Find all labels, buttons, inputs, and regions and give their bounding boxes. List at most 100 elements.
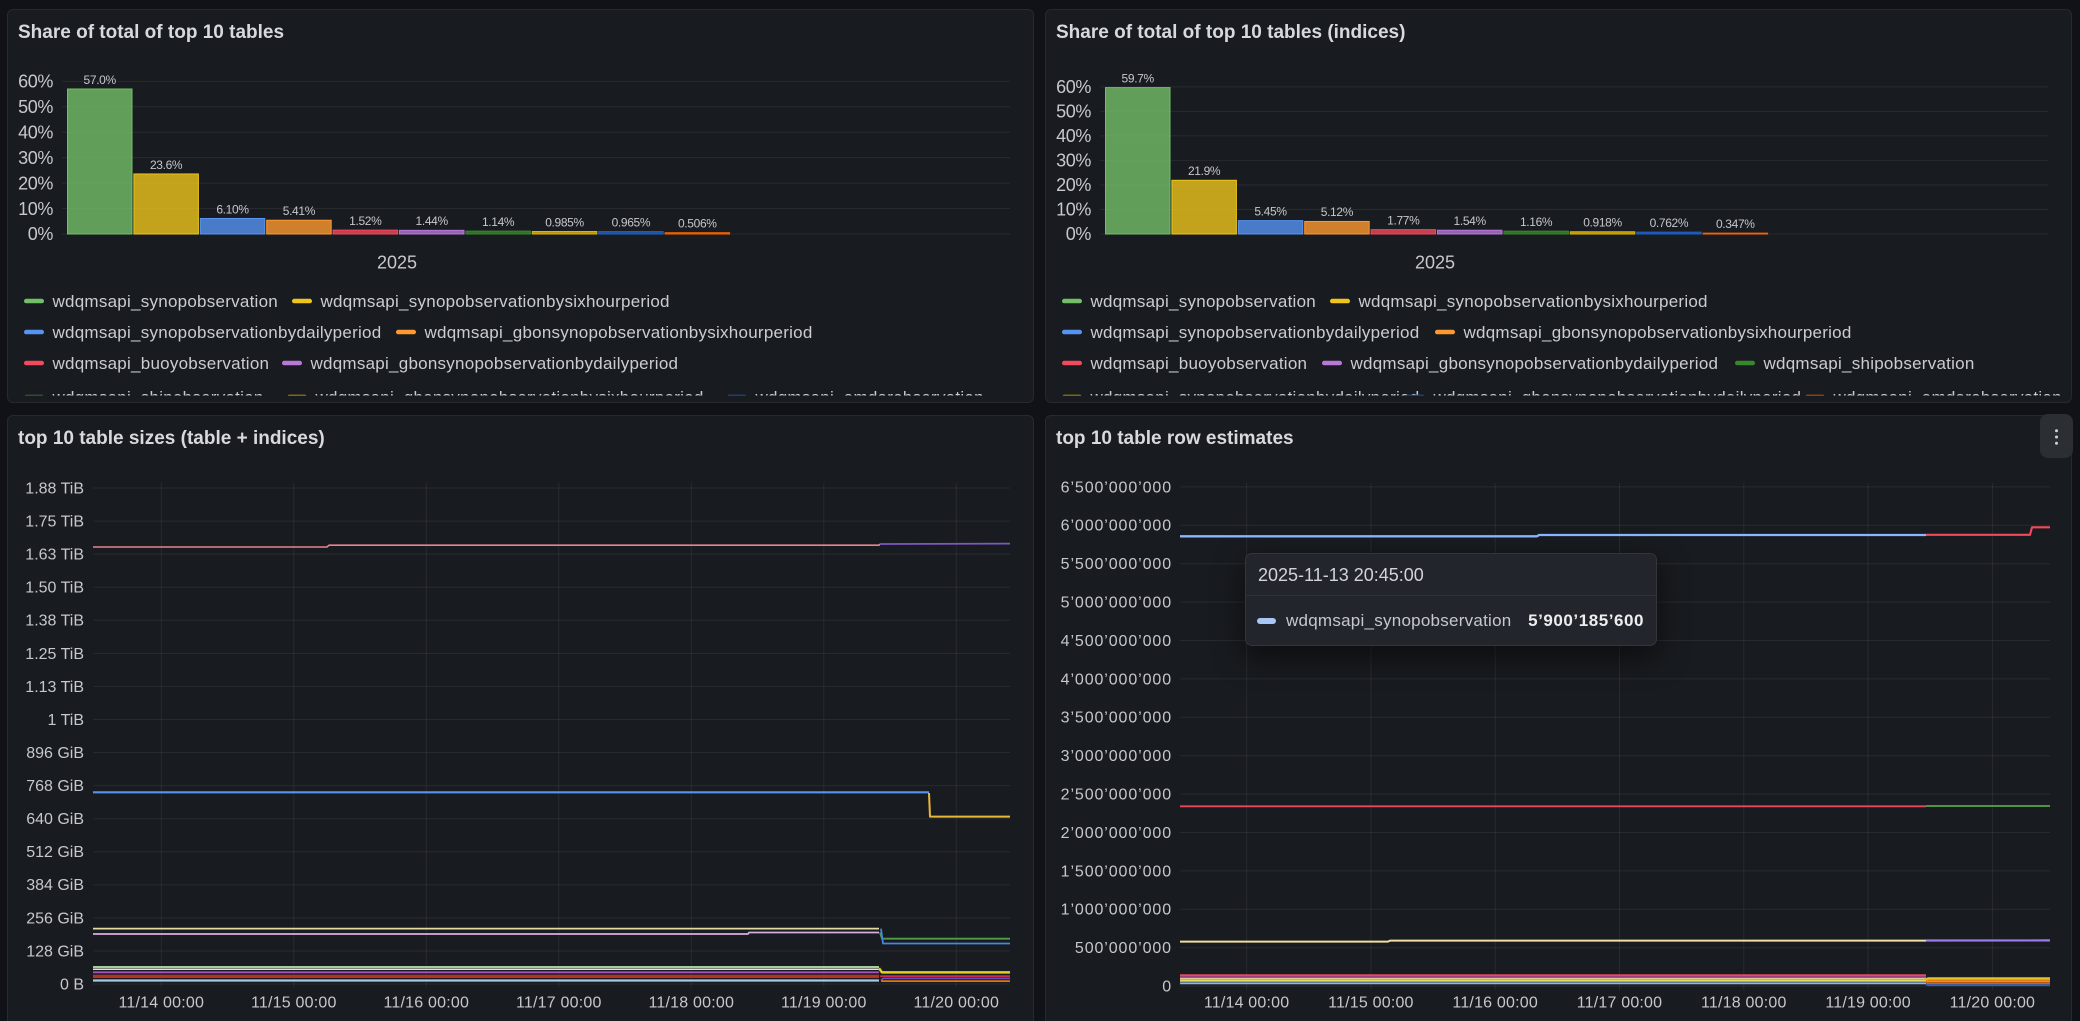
svg-text:11/16 00:00: 11/16 00:00 — [1452, 995, 1538, 1012]
svg-text:11/18 00:00: 11/18 00:00 — [1701, 995, 1787, 1012]
svg-text:wdqmsapi_synopobservationbydai: wdqmsapi_synopobservationbydailyperiod — [1090, 323, 1420, 342]
svg-text:11/18 00:00: 11/18 00:00 — [649, 995, 735, 1012]
svg-text:21.9%: 21.9% — [1188, 164, 1221, 178]
svg-text:128 GiB: 128 GiB — [26, 943, 84, 960]
svg-text:wdqmsapi_buoyobservation: wdqmsapi_buoyobservation — [1090, 354, 1308, 373]
svg-text:768 GiB: 768 GiB — [26, 778, 84, 795]
svg-text:256 GiB: 256 GiB — [26, 910, 84, 927]
svg-text:5.41%: 5.41% — [283, 204, 316, 218]
svg-text:1.44%: 1.44% — [416, 214, 449, 228]
svg-text:30%: 30% — [18, 148, 53, 168]
svg-text:40%: 40% — [18, 122, 53, 142]
svg-text:20%: 20% — [1056, 175, 1091, 195]
svg-text:0.965%: 0.965% — [612, 215, 651, 229]
svg-text:5’500’000’000: 5’500’000’000 — [1061, 556, 1172, 573]
svg-text:11/19 00:00: 11/19 00:00 — [781, 995, 867, 1012]
svg-text:1.50 TiB: 1.50 TiB — [25, 580, 84, 597]
svg-text:wdqmsapi_buoyobservation: wdqmsapi_buoyobservation — [52, 354, 270, 373]
svg-text:0.918%: 0.918% — [1583, 216, 1622, 230]
svg-text:30%: 30% — [1056, 151, 1091, 171]
svg-text:wdqmsapi_synopobservationbysix: wdqmsapi_synopobservationbysixhourperiod — [1358, 292, 1708, 311]
svg-text:1.14%: 1.14% — [482, 215, 515, 229]
svg-text:Share of total of top 10 table: Share of total of top 10 tables (indices… — [1056, 22, 1405, 43]
svg-text:wdqmsapi_synopobservationbydai: wdqmsapi_synopobservationbydailyperiod — [1090, 388, 1420, 407]
svg-text:5.45%: 5.45% — [1254, 204, 1287, 218]
svg-text:11/17 00:00: 11/17 00:00 — [1577, 995, 1663, 1012]
svg-text:11/20 00:00: 11/20 00:00 — [914, 995, 1000, 1012]
svg-text:1.77%: 1.77% — [1387, 213, 1420, 227]
svg-text:2025: 2025 — [1415, 253, 1455, 273]
svg-text:wdqmsapi_gbonsynopobservationb: wdqmsapi_gbonsynopobservationbydailyperi… — [1350, 354, 1719, 373]
svg-text:1.13 TiB: 1.13 TiB — [25, 679, 84, 696]
svg-text:23.6%: 23.6% — [150, 158, 183, 172]
svg-text:1.88 TiB: 1.88 TiB — [25, 480, 84, 497]
svg-text:11/20 00:00: 11/20 00:00 — [1950, 995, 2036, 1012]
svg-text:896 GiB: 896 GiB — [26, 745, 84, 762]
svg-text:50%: 50% — [18, 97, 53, 117]
svg-text:1.52%: 1.52% — [349, 214, 382, 228]
svg-text:2’000’000’000: 2’000’000’000 — [1061, 825, 1172, 842]
svg-text:640 GiB: 640 GiB — [26, 811, 84, 828]
svg-text:wdqmsapi_gbonsynopobservationb: wdqmsapi_gbonsynopobservationbydailyperi… — [1433, 388, 1802, 407]
svg-text:11/15 00:00: 11/15 00:00 — [1328, 995, 1414, 1012]
svg-text:0: 0 — [1162, 979, 1172, 996]
svg-text:57.0%: 57.0% — [84, 73, 117, 87]
svg-text:wdqmsapi_gbonsynopobservationb: wdqmsapi_gbonsynopobservationbysixhourpe… — [424, 323, 813, 342]
svg-text:1’000’000’000: 1’000’000’000 — [1061, 902, 1172, 919]
svg-text:10%: 10% — [18, 199, 53, 219]
svg-text:20%: 20% — [18, 173, 53, 193]
svg-text:1.54%: 1.54% — [1454, 214, 1487, 228]
svg-text:6’000’000’000: 6’000’000’000 — [1061, 518, 1172, 535]
svg-text:3’000’000’000: 3’000’000’000 — [1061, 748, 1172, 765]
svg-text:wdqmsapi_gbonsynopobservationb: wdqmsapi_gbonsynopobservationbydailyperi… — [310, 354, 679, 373]
svg-text:50%: 50% — [1056, 102, 1091, 122]
svg-text:11/15 00:00: 11/15 00:00 — [251, 995, 337, 1012]
svg-text:wdqmsapi_shipobservation: wdqmsapi_shipobservation — [1763, 354, 1975, 373]
svg-text:4’500’000’000: 4’500’000’000 — [1061, 633, 1172, 650]
svg-text:1.38 TiB: 1.38 TiB — [25, 613, 84, 630]
svg-text:wdqmsapi_amdarobservation: wdqmsapi_amdarobservation — [1833, 388, 2062, 407]
svg-text:1.63 TiB: 1.63 TiB — [25, 547, 84, 564]
svg-text:6.10%: 6.10% — [216, 202, 249, 216]
svg-text:2’500’000’000: 2’500’000’000 — [1061, 787, 1172, 804]
svg-text:wdqmsapi_synopobservationbydai: wdqmsapi_synopobservationbydailyperiod — [52, 323, 382, 342]
svg-text:0.506%: 0.506% — [678, 217, 717, 231]
svg-text:wdqmsapi_gbonsynopobservationb: wdqmsapi_gbonsynopobservationbysixhourpe… — [1463, 323, 1852, 342]
svg-text:wdqmsapi_synopobservation: wdqmsapi_synopobservation — [1090, 292, 1317, 311]
svg-text:1’500’000’000: 1’500’000’000 — [1061, 863, 1172, 880]
svg-text:wdqmsapi_synopobservationbysix: wdqmsapi_synopobservationbysixhourperiod — [320, 292, 670, 311]
svg-text:0.347%: 0.347% — [1716, 217, 1755, 231]
svg-text:2025: 2025 — [377, 253, 417, 273]
svg-text:0.762%: 0.762% — [1650, 216, 1689, 230]
svg-text:11/16 00:00: 11/16 00:00 — [384, 995, 470, 1012]
svg-text:10%: 10% — [1056, 200, 1091, 220]
svg-text:11/14 00:00: 11/14 00:00 — [119, 995, 205, 1012]
svg-text:wdqmsapi_gbonsynopobservationb: wdqmsapi_gbonsynopobservationbysixhourpe… — [315, 388, 704, 407]
svg-text:11/14 00:00: 11/14 00:00 — [1204, 995, 1290, 1012]
svg-text:60%: 60% — [18, 72, 53, 92]
svg-text:Share of total of top 10 table: Share of total of top 10 tables — [18, 22, 284, 43]
svg-text:wdqmsapi_amdarobservation: wdqmsapi_amdarobservation — [755, 388, 984, 407]
svg-text:59.7%: 59.7% — [1122, 71, 1155, 85]
svg-text:11/17 00:00: 11/17 00:00 — [516, 995, 602, 1012]
svg-text:11/19 00:00: 11/19 00:00 — [1825, 995, 1911, 1012]
svg-text:wdqmsapi_synopobservation: wdqmsapi_synopobservation — [52, 292, 279, 311]
svg-text:top 10 table sizes (table + in: top 10 table sizes (table + indices) — [18, 428, 325, 449]
svg-text:6’500’000’000: 6’500’000’000 — [1061, 479, 1172, 496]
svg-text:3’500’000’000: 3’500’000’000 — [1061, 710, 1172, 727]
svg-text:1 TiB: 1 TiB — [48, 712, 84, 729]
svg-text:0%: 0% — [28, 224, 54, 244]
svg-text:500’000’000: 500’000’000 — [1075, 940, 1172, 957]
svg-text:512 GiB: 512 GiB — [26, 844, 84, 861]
svg-text:1.75 TiB: 1.75 TiB — [25, 513, 84, 530]
svg-text:5.12%: 5.12% — [1321, 205, 1354, 219]
svg-text:0 B: 0 B — [60, 976, 84, 993]
svg-text:1.16%: 1.16% — [1520, 215, 1553, 229]
svg-text:0%: 0% — [1066, 224, 1092, 244]
svg-text:60%: 60% — [1056, 77, 1091, 97]
svg-text:wdqmsapi_shipobservation: wdqmsapi_shipobservation — [52, 388, 264, 407]
svg-text:1.25 TiB: 1.25 TiB — [25, 646, 84, 663]
svg-text:40%: 40% — [1056, 126, 1091, 146]
svg-text:4’000’000’000: 4’000’000’000 — [1061, 671, 1172, 688]
svg-text:384 GiB: 384 GiB — [26, 877, 84, 894]
